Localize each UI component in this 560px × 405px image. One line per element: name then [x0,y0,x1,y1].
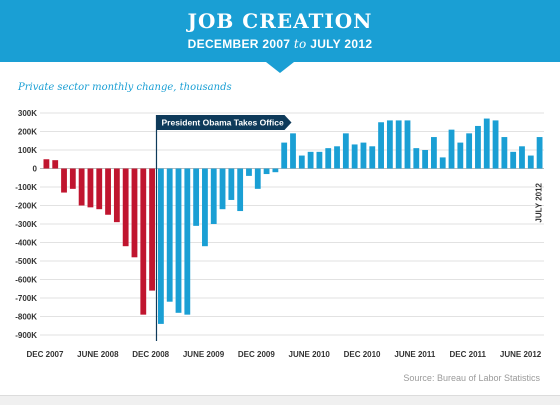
bar [202,168,208,247]
bar [149,168,155,291]
x-tick-label: JUNE 2012 [500,350,542,359]
y-axis-label: Private sector monthly change, thousands [18,82,232,93]
y-tick-label: -800K [15,313,37,322]
bar [78,168,85,206]
bar [448,129,455,169]
bar [272,168,279,173]
bar [536,137,543,169]
bar [404,120,411,169]
y-tick-label: -100K [15,183,37,192]
bar [263,168,270,175]
bar [61,168,67,193]
bar [386,120,393,169]
bar [298,155,305,169]
bottom-border [0,395,560,405]
page-subtitle: DECEMBER 2007 to JULY 2012 [0,37,560,51]
bar [157,168,164,324]
bar [334,146,340,169]
bar [166,168,173,302]
bar [475,125,481,169]
x-tick-label: DEC 2008 [132,350,169,359]
source-note: Source: Bureau of Labor Statistics [403,373,540,383]
bar [69,168,76,189]
header-banner: JOB CREATION DECEMBER 2007 to JULY 2012 [0,0,560,62]
bar [483,118,490,169]
y-tick-label: -500K [15,257,37,266]
bar [52,160,59,169]
bar [501,137,508,169]
subtitle-end: JULY 2012 [310,37,373,51]
bar [342,133,349,169]
subtitle-to: to [293,37,307,51]
bar [237,168,244,212]
bar [325,148,332,169]
y-tick-label: -200K [15,202,37,211]
bar [431,137,437,169]
bar [378,122,384,169]
bar [360,142,367,169]
bar [395,120,402,169]
bar [422,150,429,169]
x-tick-label: JUNE 2009 [183,350,225,359]
y-tick-label: -700K [15,294,37,303]
page-title: JOB CREATION [187,9,373,33]
bar [510,151,517,169]
x-tick-label: DEC 2010 [344,350,381,359]
x-tick-label: DEC 2009 [238,350,275,359]
bar [439,157,446,169]
bar [193,168,200,226]
bar [527,155,534,169]
header-pointer [266,62,294,73]
bar [105,168,111,215]
annotation-label: President Obama Takes Office [161,118,283,128]
x-tick-label: DEC 2007 [27,350,64,359]
x-tick-label: DEC 2011 [450,350,487,359]
bar [87,168,94,208]
x-tick-label: JUNE 2008 [77,350,119,359]
y-tick-label: 200K [18,128,37,137]
bar [519,146,525,169]
bar [369,146,376,169]
annotation-flag [156,115,292,130]
bar [140,168,147,315]
y-tick-label: -300K [15,220,37,229]
bar [254,168,261,189]
bar [210,168,217,224]
bar [351,144,358,169]
bar [184,168,191,315]
bar [131,168,138,258]
end-date-label: JULY 2012 [535,182,544,222]
bar [457,142,464,169]
bar [228,168,235,200]
y-tick-label: 100K [18,146,37,155]
bar [122,168,129,247]
x-tick-label: JUNE 2011 [394,350,435,359]
bar [113,168,120,223]
bar [290,133,296,169]
bar [43,159,50,169]
bar [316,151,323,169]
bar [175,168,182,313]
bar [96,168,103,210]
bar [307,151,314,169]
y-tick-label: 300K [18,109,37,118]
y-tick-label: -900K [15,331,37,340]
bar [219,168,226,210]
y-tick-label: 0 [33,165,38,174]
subtitle-start: DECEMBER 2007 [187,37,291,51]
bar [466,133,473,169]
bar [492,120,499,169]
x-tick-label: JUNE 2010 [289,350,331,359]
y-tick-label: -600K [15,276,37,285]
y-tick-label: -400K [15,239,37,248]
bar [281,142,288,169]
bar [413,148,420,169]
bar [246,168,252,176]
